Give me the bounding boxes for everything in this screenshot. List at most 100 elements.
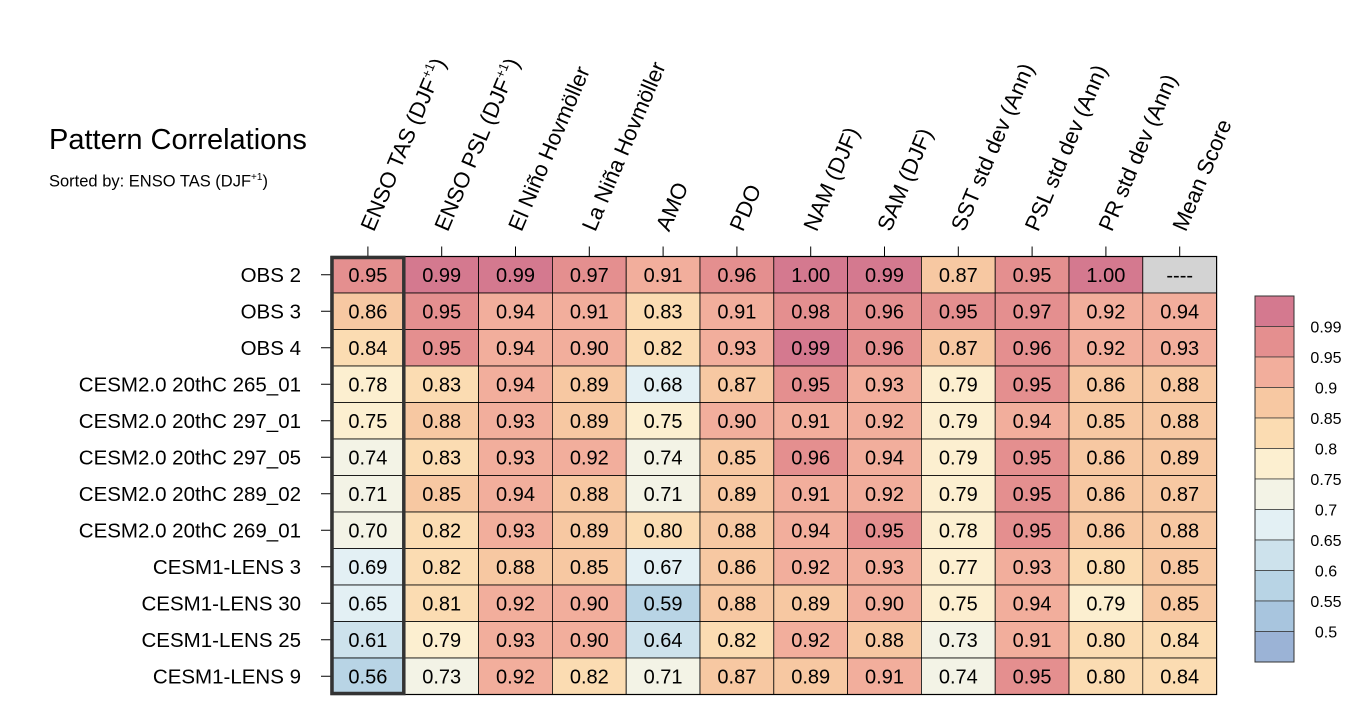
heatmap-cell (478, 548, 553, 586)
heatmap-cell (994, 548, 1070, 586)
cell-value: 0.82 (422, 520, 461, 542)
heatmap-cell (1068, 438, 1144, 476)
cell-value: 0.88 (570, 484, 609, 506)
heatmap-cell (330, 256, 406, 294)
cell-value: 0.71 (644, 484, 683, 506)
colorbar-tick-label: 0.95 (1310, 350, 1341, 367)
cell-value: 0.83 (422, 447, 461, 469)
colorbar-tick-label: 0.5 (1315, 625, 1337, 642)
heatmap-cell (921, 621, 996, 659)
cell-value: 0.73 (939, 630, 978, 652)
cell-value: 0.94 (1013, 593, 1052, 615)
colorbar-tick-label: 0.9 (1315, 381, 1337, 398)
subtitle-suffix: ) (262, 172, 268, 191)
heatmap-cell (625, 511, 701, 549)
cell-value: 0.96 (717, 265, 756, 287)
cell-value: 0.85 (570, 557, 609, 579)
heatmap-cell (994, 292, 1070, 330)
cell-value: 0.75 (939, 593, 978, 615)
heatmap-cell (773, 292, 848, 330)
cell-value: 0.95 (1013, 265, 1052, 287)
cell-value: 0.90 (570, 593, 609, 615)
heatmap-cell (994, 475, 1070, 513)
heatmap-cell (994, 657, 1070, 695)
cell-value: 0.80 (1086, 557, 1125, 579)
cell-value: 0.61 (348, 630, 387, 652)
heatmap-cell (552, 329, 627, 367)
cell-value: 0.90 (865, 593, 904, 615)
heatmap-cell (773, 548, 848, 586)
cell-value: 0.89 (717, 484, 756, 506)
column-label: El Niño Hovmöller (503, 63, 595, 235)
cell-value: 0.56 (348, 666, 387, 688)
subtitle-superscript: +1 (251, 172, 263, 183)
column-label: Mean Score (1167, 115, 1236, 234)
heatmap-cell (330, 548, 406, 586)
cell-value: 0.74 (348, 447, 387, 469)
cell-value: 0.93 (496, 520, 535, 542)
cell-value: 0.86 (1086, 374, 1125, 396)
heatmap-cell (552, 365, 627, 403)
chart-subtitle: Sorted by: ENSO TAS (DJF+1) (49, 172, 268, 192)
cell-value: 0.90 (717, 411, 756, 433)
cell-value: 0.95 (1013, 484, 1052, 506)
heatmap-cell (847, 365, 922, 403)
cell-value: 0.88 (496, 557, 535, 579)
cell-value: 0.86 (348, 301, 387, 323)
cell-value: 0.67 (644, 557, 683, 579)
heatmap-cell (994, 438, 1070, 476)
cell-value: 0.82 (422, 557, 461, 579)
cell-value: 0.85 (717, 447, 756, 469)
cell-value: 0.94 (865, 447, 904, 469)
row-label: CESM2.0 20thC 265_01 (79, 373, 301, 396)
colorbar-swatch (1254, 326, 1295, 358)
cell-value: 0.85 (1086, 411, 1125, 433)
heatmap-cell (847, 256, 922, 294)
colorbar-swatch (1254, 600, 1295, 632)
cell-value: 0.94 (1160, 301, 1199, 323)
cell-value: 0.92 (865, 484, 904, 506)
colorbar-swatch (1254, 387, 1295, 419)
row-label: CESM1-LENS 25 (141, 629, 301, 652)
cell-value: 0.75 (644, 411, 683, 433)
cell-value: 0.88 (422, 411, 461, 433)
cell-value: 0.99 (865, 265, 904, 287)
heatmap-cell (773, 584, 848, 622)
cell-value: 0.92 (1086, 301, 1125, 323)
heatmap-cell (330, 657, 406, 695)
column-label: SAM (DJF) (872, 125, 938, 235)
heatmap-cell (625, 475, 701, 513)
cell-value: 0.92 (1086, 338, 1125, 360)
cell-value: 0.69 (348, 557, 387, 579)
heatmap-cell (478, 365, 553, 403)
cell-value: 0.83 (644, 301, 683, 323)
heatmap-cell (773, 365, 848, 403)
cell-value: 0.80 (644, 520, 683, 542)
cell-value: 0.79 (939, 447, 978, 469)
cell-value: 0.95 (865, 520, 904, 542)
cell-value: 0.90 (570, 338, 609, 360)
heatmap-cell (330, 584, 406, 622)
cell-value: 0.93 (717, 338, 756, 360)
cell-value: 0.88 (1160, 520, 1199, 542)
cell-value: 0.65 (348, 593, 387, 615)
heatmap-cell (552, 584, 627, 622)
colorbar-swatch (1254, 539, 1295, 571)
cell-value: 0.79 (1086, 593, 1125, 615)
column-label: AMO (651, 179, 694, 235)
cell-value: 0.59 (644, 593, 683, 615)
cell-value: 0.90 (570, 630, 609, 652)
cell-value: 0.91 (717, 301, 756, 323)
cell-value: 1.00 (791, 265, 830, 287)
heatmap-cell (1068, 292, 1144, 330)
heatmap-cell (330, 475, 406, 513)
heatmap-cell (699, 475, 775, 513)
cell-value: 0.89 (570, 520, 609, 542)
cell-value: 0.96 (865, 338, 904, 360)
heatmap-cell (994, 511, 1070, 549)
cell-value: 0.95 (422, 338, 461, 360)
cell-value: 0.78 (348, 374, 387, 396)
cell-value: 0.87 (939, 265, 978, 287)
cell-value: 0.85 (422, 484, 461, 506)
cell-value: 1.00 (1086, 265, 1125, 287)
